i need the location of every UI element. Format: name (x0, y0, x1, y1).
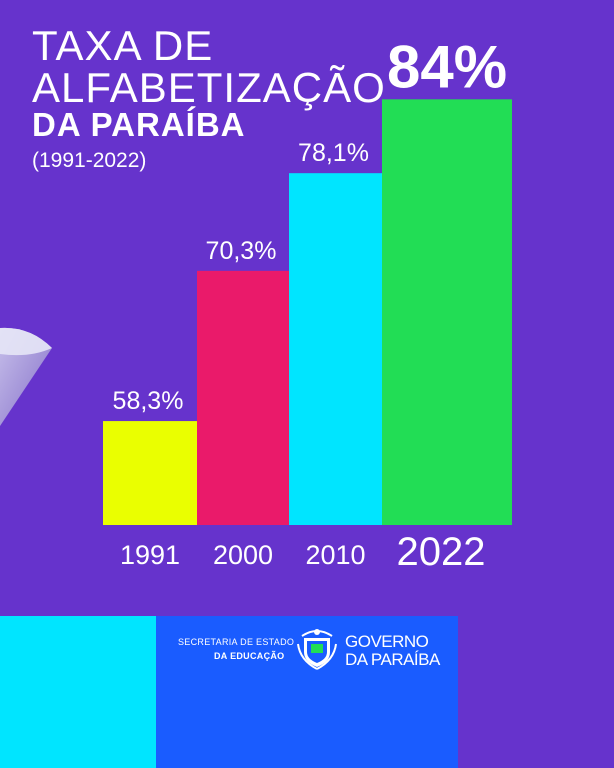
decorative-shape (0, 327, 52, 426)
bar-chart: 58,3% 1991 70,3% 2000 78,1% 2010 84% 2022 (103, 33, 512, 574)
bar-1991 (103, 421, 197, 525)
category-label-1991: 1991 (120, 540, 180, 570)
value-label-1991: 58,3% (113, 387, 184, 415)
governo-label-line2: DA PARAÍBA (345, 650, 440, 669)
governo-label-line1: GOVERNO (345, 632, 429, 651)
value-label-2010: 78,1% (298, 139, 369, 167)
secretaria-label-line1: SECRETARIA DE ESTADO (178, 637, 295, 647)
category-label-2000: 2000 (213, 540, 273, 570)
state-coat-of-arms-icon (297, 629, 337, 670)
title-line-3: DA PARAÍBA (32, 106, 246, 143)
category-label-2010: 2010 (305, 540, 365, 570)
bar-2022 (382, 99, 512, 525)
category-label-2022: 2022 (397, 530, 486, 574)
title-line-2: ALFABETIZAÇÃO (32, 64, 386, 111)
secretaria-label-line2: DA EDUCAÇÃO (214, 651, 285, 661)
footer-cyan-block (0, 616, 156, 768)
bar-2010 (289, 173, 382, 526)
title-line-1: TAXA DE (32, 22, 214, 69)
value-label-2000: 70,3% (206, 237, 277, 265)
bar-2000 (197, 270, 289, 525)
value-label-2022: 84% (387, 33, 507, 100)
title-period: (1991-2022) (32, 149, 147, 172)
